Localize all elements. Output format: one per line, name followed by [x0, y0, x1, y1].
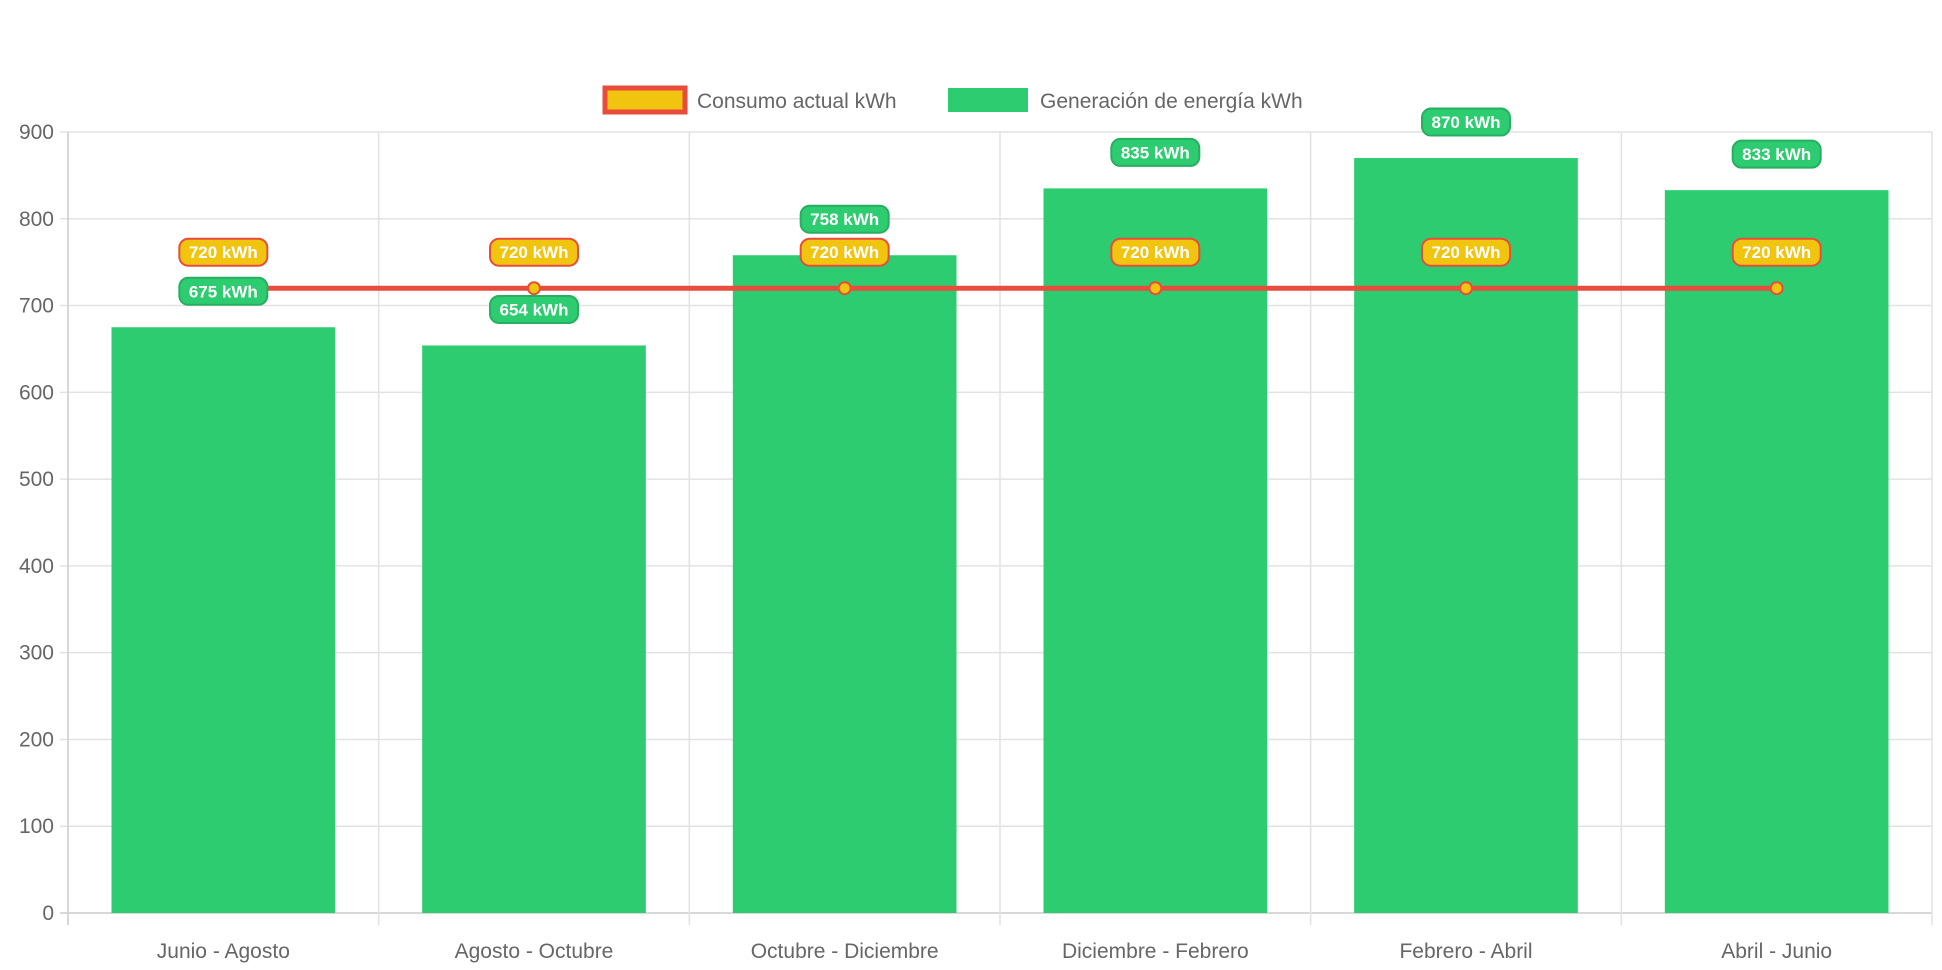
line-value-label-bg — [799, 237, 890, 267]
bar-generacion — [1043, 188, 1268, 914]
bar-value-label: 870 kWh — [1432, 113, 1501, 132]
bar-value-label: 835 kWh — [1121, 143, 1190, 162]
bar-value-label-bg — [1421, 107, 1511, 137]
legend-swatch-consumo — [602, 85, 688, 115]
x-tick-label: Junio - Agosto — [157, 940, 290, 963]
y-tick-label: 0 — [42, 902, 54, 925]
bar-value-label-bg — [178, 276, 269, 306]
bar-value-label: 654 kWh — [500, 300, 569, 319]
y-tick-label: 800 — [19, 208, 54, 231]
consumo-point — [1148, 281, 1163, 296]
y-tick-label: 700 — [19, 295, 54, 318]
bar-value-label-bg — [489, 294, 579, 324]
consumo-point — [1459, 281, 1473, 296]
line-value-label: 720 kWh — [1432, 243, 1501, 262]
bar-generacion — [422, 345, 646, 913]
x-tick-label: Febrero - Abril — [1399, 940, 1532, 963]
y-tick-label: 200 — [19, 728, 54, 751]
data-labels: 675 kWh 654 kWh 758 kWh 835 kWh 870 kWh 833 k… — [178, 107, 1822, 324]
legend-label-generacion: Generación de energía kWh — [1040, 90, 1303, 113]
legend-swatch-generacion — [948, 88, 1028, 112]
consumo-point — [837, 281, 852, 296]
bar-generacion — [111, 327, 336, 913]
x-tick-label: Agosto - Octubre — [455, 940, 614, 963]
y-tick-label: 600 — [19, 381, 54, 404]
bar-value-label: 675 kWh — [189, 282, 258, 301]
x-tick-label: Diciembre - Febrero — [1062, 940, 1249, 963]
line-value-label-bg — [1110, 237, 1201, 267]
consumo-point — [1769, 281, 1784, 296]
x-tick-label: Abril - Junio — [1721, 940, 1832, 963]
line-value-label: 720 kWh — [189, 243, 258, 262]
bar-generacion — [732, 255, 957, 914]
bar-value-label: 833 kWh — [1742, 145, 1811, 164]
line-value-label: 720 kWh — [1742, 243, 1811, 262]
line-value-label-bg — [178, 237, 269, 267]
grid — [60, 131, 1933, 925]
bar-generacion — [1354, 158, 1578, 914]
y-tick-label: 400 — [19, 555, 54, 578]
axes: 0 100 200 300 400 500 600 700 800 900 Junio - Agos… — [19, 121, 1832, 963]
bar-value-label-bg — [1110, 137, 1201, 167]
bar-value-label-bg — [1731, 139, 1822, 169]
legend: Consumo actual kWh Generación de energía … — [602, 85, 1303, 115]
y-tick-label: 100 — [19, 815, 54, 838]
legend-label-consumo: Consumo actual kWh — [697, 90, 897, 113]
x-tick-label: Octubre - Diciembre — [751, 940, 939, 963]
line-value-label-bg — [1421, 237, 1511, 267]
consumo-point — [527, 281, 541, 296]
line-value-label: 720 kWh — [500, 243, 569, 262]
y-tick-label: 900 — [19, 121, 54, 144]
line-value-label-bg — [1731, 237, 1822, 267]
bar-value-label: 758 kWh — [810, 210, 879, 229]
y-tick-label: 500 — [19, 468, 54, 491]
line-value-label: 720 kWh — [810, 243, 879, 262]
bar-generacion — [1664, 190, 1889, 913]
line-value-label: 720 kWh — [1121, 243, 1190, 262]
line-value-label-bg — [489, 237, 579, 267]
y-tick-label: 300 — [19, 642, 54, 665]
bar-value-label-bg — [799, 204, 890, 234]
